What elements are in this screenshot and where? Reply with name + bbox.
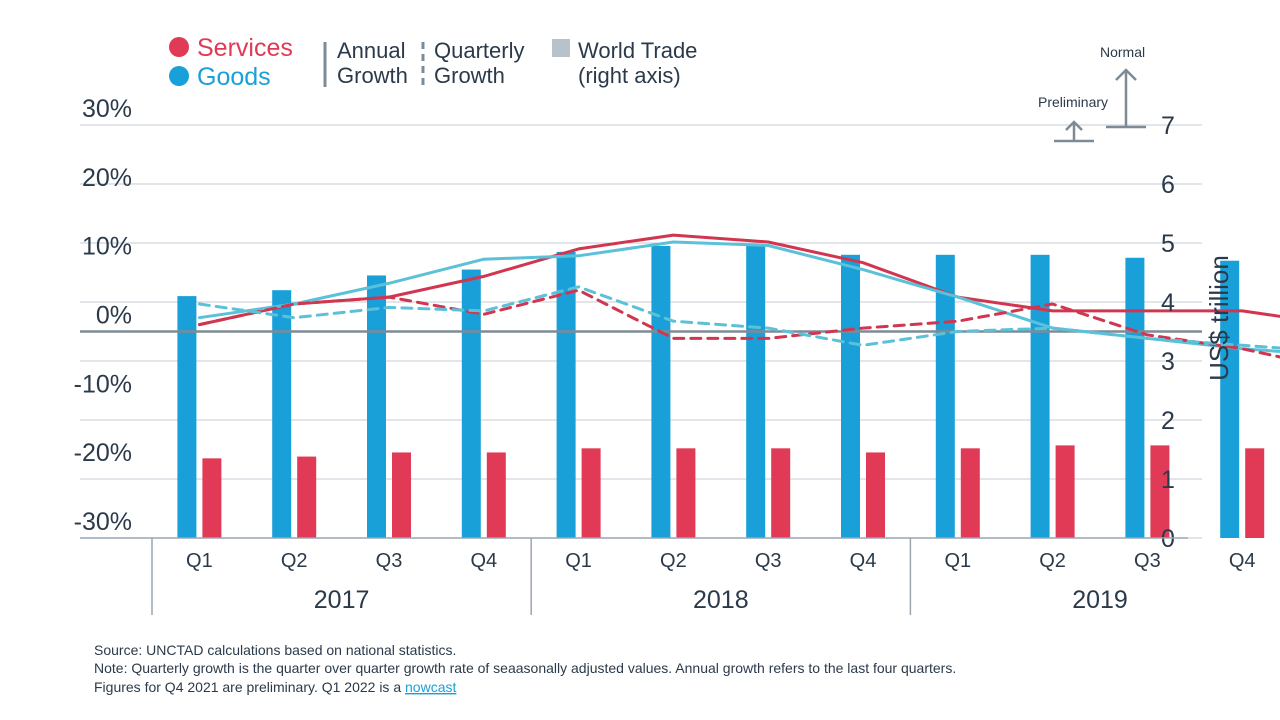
preliminary-marker-label: Preliminary: [1038, 94, 1108, 110]
figures-note-text: Figures for Q4 2021 are preliminary. Q1 …: [94, 679, 405, 695]
legend-goods-dot: [169, 66, 189, 86]
right-axis-tick: 4: [1161, 289, 1175, 317]
normal-marker-label: Normal: [1100, 44, 1145, 60]
left-axis-tick: 0%: [96, 302, 132, 330]
left-axis-tick: 20%: [82, 164, 132, 192]
quarter-tick: Q4: [470, 550, 497, 572]
legend-trade-swatch: [552, 39, 570, 57]
legend-trade-label-1: World Trade: [578, 38, 697, 63]
goods-bar: [651, 245, 671, 538]
quarter-tick: Q4: [1229, 550, 1256, 572]
services-bar: [1150, 445, 1170, 538]
services-bar: [771, 448, 791, 538]
right-axis-tick: 0: [1161, 525, 1175, 553]
left-axis-tick: -10%: [74, 370, 132, 398]
nowcast-link[interactable]: nowcast: [405, 679, 456, 695]
services-bar: [1245, 448, 1265, 538]
year-label: 2018: [693, 586, 749, 614]
legend-goods-label: Goods: [197, 63, 271, 91]
legend: Services Goods Annual Growth Quarterly G…: [169, 34, 697, 91]
legend-annual-label-1: Annual: [337, 38, 406, 63]
quarter-tick: Q2: [1039, 550, 1066, 572]
axes: 0 1 2 3 4 5 6 7 -30% -20% -10% 0% 10% 20% 30% Q1 Q2 Q3 Q4 Q…: [74, 95, 1256, 615]
goods-bar: [556, 251, 576, 538]
normal-arrow-icon: [1106, 68, 1146, 129]
services-bar: [297, 456, 317, 538]
bars: [177, 245, 1265, 539]
left-axis-tick: -20%: [74, 439, 132, 467]
goods-bar: [841, 254, 860, 539]
goods-bar: [1030, 254, 1050, 539]
legend-quarterly-label-2: Growth: [434, 63, 505, 88]
services-bar: [676, 448, 696, 538]
goods-quarterly-growth-line: [197, 285, 1280, 350]
year-label: 2017: [314, 586, 370, 614]
legend-annual-label-2: Growth: [337, 63, 408, 88]
legend-quarterly-label-1: Quarterly: [434, 38, 524, 63]
quarter-tick: Q3: [755, 550, 782, 572]
services-bar: [202, 458, 222, 538]
right-axis-tick: 3: [1161, 348, 1175, 376]
footnotes: Source: UNCTAD calculations based on nat…: [94, 642, 956, 695]
services-annual-growth-line: [197, 233, 1280, 327]
goods-bar: [272, 290, 292, 538]
definition-note: Note: Quarterly growth is the quarter ov…: [94, 660, 956, 676]
goods-bar: [1220, 260, 1240, 538]
quarter-tick: Q1: [944, 550, 971, 572]
quarter-tick: Q3: [376, 550, 403, 572]
legend-trade-label-2: (right axis): [578, 63, 681, 88]
goods-bar: [1125, 257, 1145, 538]
goods-bar: [177, 296, 197, 538]
services-bar: [1055, 445, 1075, 538]
right-axis-label: US$ trillion: [1204, 255, 1234, 381]
quarter-tick: Q4: [850, 550, 877, 572]
quarter-tick: Q2: [281, 550, 308, 572]
services-bar: [960, 448, 980, 538]
right-axis-tick: 1: [1161, 466, 1175, 494]
right-axis-tick: 5: [1161, 230, 1175, 258]
goods-bar: [746, 245, 766, 538]
left-axis-tick: -30%: [74, 508, 132, 536]
services-bar: [581, 448, 601, 538]
services-bar: [486, 452, 506, 538]
preliminary-arrow-icon: [1054, 120, 1094, 143]
figures-note: Figures for Q4 2021 are preliminary. Q1 …: [94, 679, 456, 695]
right-axis-tick: 6: [1161, 171, 1175, 199]
source-note: Source: UNCTAD calculations based on nat…: [94, 642, 456, 658]
left-axis-tick: 10%: [82, 233, 132, 261]
services-bar: [392, 452, 411, 538]
quarter-tick: Q2: [660, 550, 687, 572]
quarter-tick: Q3: [1134, 550, 1161, 572]
right-axis-tick: 2: [1161, 407, 1175, 435]
quarter-tick: Q1: [186, 550, 213, 572]
left-axis-tick: 30%: [82, 95, 132, 123]
legend-services-dot: [169, 37, 189, 57]
growth-lines: [80, 233, 1280, 359]
goods-bar: [935, 254, 955, 539]
quarter-tick: Q1: [565, 550, 592, 572]
year-label: 2019: [1072, 586, 1128, 614]
goods-annual-growth-line: [197, 240, 1280, 353]
revision-markers: Normal Preliminary: [1038, 44, 1146, 143]
services-quarterly-growth-line: [197, 288, 1280, 359]
right-axis-tick: 7: [1161, 112, 1175, 140]
legend-services-label: Services: [197, 34, 293, 62]
services-bar: [866, 452, 885, 538]
goods-bar: [367, 275, 386, 538]
goods-bar: [461, 269, 481, 538]
